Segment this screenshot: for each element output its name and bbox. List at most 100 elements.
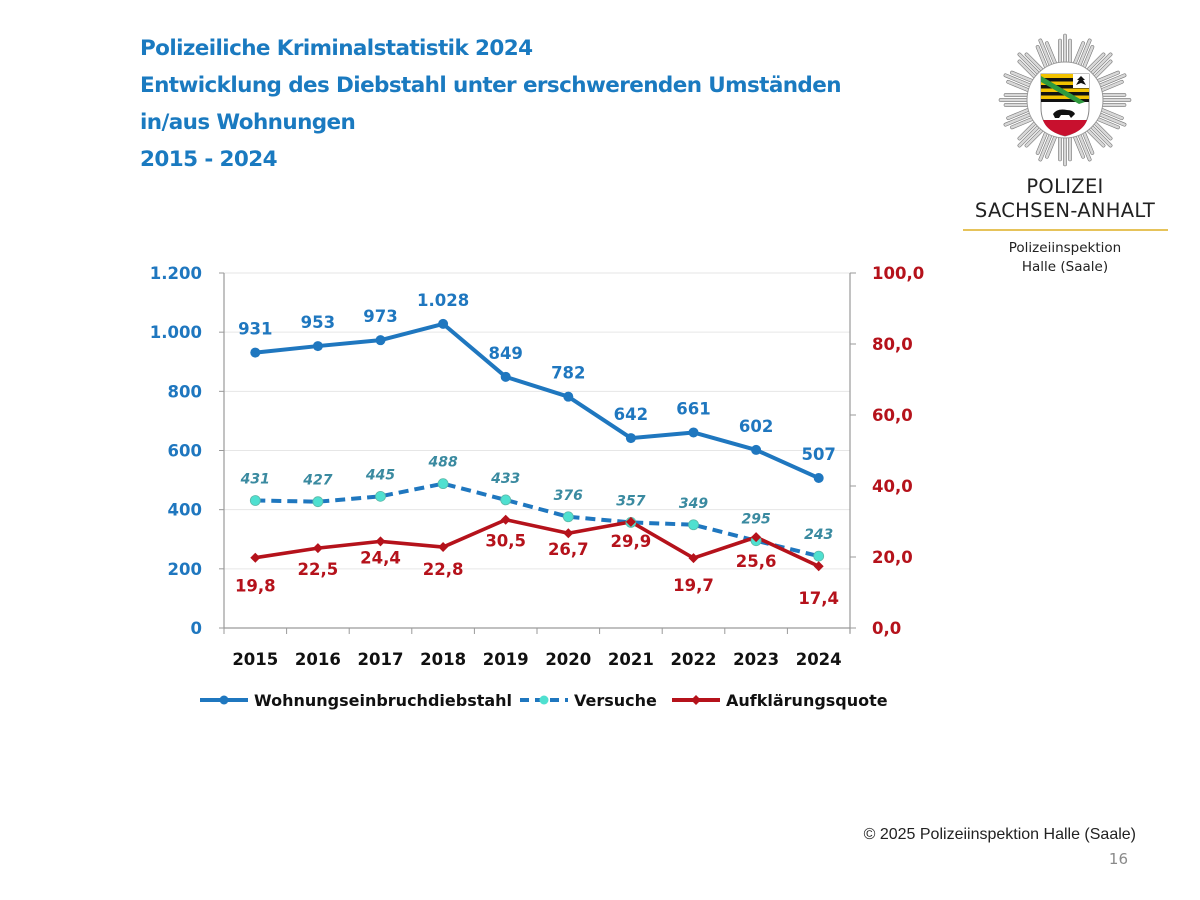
left-axis-tick-label: 1.200 (150, 264, 202, 283)
data-label-aufklaerungsquote: 19,7 (673, 576, 714, 595)
right-axis-tick-label: 100,0 (872, 264, 924, 283)
data-label-wohnungseinbruchdiebstahl: 953 (301, 313, 335, 332)
data-label-aufklaerungsquote: 26,7 (548, 540, 589, 559)
data-label-aufklaerungsquote: 29,9 (611, 532, 652, 551)
series-markers (249, 318, 825, 572)
data-label-versuche: 295 (741, 512, 770, 528)
marker-versuche (500, 494, 512, 506)
marker-wohnungseinbruchdiebstahl (688, 427, 699, 438)
marker-aufklaerungsquote (250, 552, 261, 563)
page-number: 16 (1108, 850, 1128, 868)
series-line-aufklaerungsquote (255, 517, 820, 568)
title-line-1: Polizeiliche Kriminalstatistik 2024 (140, 36, 533, 61)
police-logo: POLIZEI SACHSEN-ANHALT Polizeiinspektion… (960, 30, 1170, 277)
data-label-aufklaerungsquote: 30,5 (485, 532, 526, 551)
data-label-versuche: 445 (365, 467, 395, 483)
logo-sub-2: Halle (Saale) (1021, 259, 1109, 275)
x-axis-tick-label: 2020 (545, 650, 591, 669)
marker-wohnungseinbruchdiebstahl (375, 335, 386, 346)
legend-marker-wohnungseinbruchdiebstahl (219, 695, 229, 705)
marker-wohnungseinbruchdiebstahl (438, 318, 449, 329)
marker-versuche (437, 478, 449, 490)
data-label-versuche: 431 (240, 471, 270, 487)
data-label-versuche: 357 (616, 493, 645, 509)
data-label-wohnungseinbruchdiebstahl: 602 (739, 417, 773, 436)
left-axis-tick-label: 0 (191, 619, 202, 638)
police-star-icon (998, 33, 1132, 167)
coat-of-arms-icon (1040, 73, 1090, 137)
data-label-wohnungseinbruchdiebstahl: 661 (676, 399, 710, 418)
data-label-aufklaerungsquote: 17,4 (798, 589, 839, 608)
x-axis-tick-label: 2024 (796, 650, 842, 669)
logo-divider (962, 229, 1168, 231)
legend-marker-versuche (539, 695, 549, 705)
series-line-wohnungseinbruchdiebstahl (255, 321, 820, 480)
data-label-wohnungseinbruchdiebstahl: 1.028 (417, 291, 469, 310)
marker-versuche (249, 495, 261, 506)
legend-label-wohnungseinbruchdiebstahl: Wohnungseinbruchdiebstahl (254, 691, 512, 710)
marker-aufklaerungsquote (563, 528, 574, 539)
axes (219, 272, 856, 634)
tick-labels: 0 200 400 600 800 1.000 1.200 0,0 20,0 40,0 60,0 80… (150, 264, 924, 669)
data-label-versuche: 376 (554, 488, 583, 504)
copyright-footer: © 2025 Polizeiinspektion Halle (Saale) (863, 826, 1136, 843)
title-line-4: 2015 - 2024 (140, 147, 278, 172)
series-lines (255, 321, 820, 568)
data-label-wohnungseinbruchdiebstahl: 507 (801, 445, 835, 464)
right-axis-tick-label: 20,0 (872, 548, 913, 567)
data-label-versuche: 427 (302, 473, 332, 489)
marker-wohnungseinbruchdiebstahl (813, 473, 824, 484)
left-axis-tick-label: 800 (168, 382, 202, 401)
x-axis-tick-label: 2018 (420, 650, 466, 669)
data-label-aufklaerungsquote: 22,5 (298, 560, 339, 579)
right-axis-tick-label: 80,0 (872, 335, 913, 354)
x-axis-tick-label: 2015 (232, 650, 278, 669)
left-axis-tick-label: 600 (168, 442, 202, 461)
x-axis-tick-label: 2016 (295, 650, 341, 669)
data-label-wohnungseinbruchdiebstahl: 931 (238, 320, 272, 339)
x-axis-tick-label: 2022 (671, 650, 717, 669)
left-axis-tick-label: 1.000 (150, 323, 202, 342)
marker-wohnungseinbruchdiebstahl (751, 444, 762, 455)
marker-aufklaerungsquote (375, 536, 386, 547)
data-label-wohnungseinbruchdiebstahl: 782 (551, 364, 585, 383)
right-axis-tick-label: 40,0 (872, 477, 913, 496)
data-label-wohnungseinbruchdiebstahl: 849 (488, 344, 522, 363)
marker-aufklaerungsquote (688, 553, 699, 564)
marker-aufklaerungsquote (625, 516, 636, 527)
marker-aufklaerungsquote (813, 561, 824, 572)
right-axis-tick-label: 60,0 (872, 406, 913, 425)
legend-label-versuche: Versuche (574, 691, 657, 710)
marker-versuche (562, 511, 574, 523)
marker-versuche (813, 550, 825, 562)
data-label-aufklaerungsquote: 25,6 (736, 552, 777, 571)
left-axis-tick-label: 200 (168, 560, 202, 579)
gridlines (224, 272, 850, 570)
x-axis-tick-label: 2021 (608, 650, 654, 669)
data-label-aufklaerungsquote: 24,4 (360, 548, 401, 567)
marker-aufklaerungsquote (751, 532, 762, 543)
data-labels: 931 953 973 1.028 849 782 642 661 602 507 431 427 44… (235, 291, 839, 608)
data-label-aufklaerungsquote: 22,8 (423, 560, 464, 579)
legend: Wohnungseinbruchdiebstahl Versuche Aufklär… (200, 691, 888, 710)
slide-title: Polizeiliche Kriminalstatistik 2024 Entw… (140, 30, 842, 178)
title-line-3: in/aus Wohnungen (140, 110, 356, 135)
right-axis-tick-label: 0,0 (872, 619, 901, 638)
marker-wohnungseinbruchdiebstahl (563, 391, 574, 402)
marker-wohnungseinbruchdiebstahl (625, 433, 636, 444)
data-label-wohnungseinbruchdiebstahl: 973 (363, 307, 397, 326)
x-axis-tick-label: 2017 (358, 650, 404, 669)
title-line-2: Entwicklung des Diebstahl unter erschwer… (140, 73, 842, 98)
legend-marker-aufklaerungsquote (691, 695, 701, 705)
data-label-wohnungseinbruchdiebstahl: 642 (614, 405, 648, 424)
data-label-versuche: 243 (804, 527, 833, 543)
marker-wohnungseinbruchdiebstahl (250, 347, 261, 358)
left-axis-tick-label: 400 (168, 501, 202, 520)
legend-label-aufklaerungsquote: Aufklärungsquote (726, 691, 888, 710)
marker-aufklaerungsquote (312, 543, 323, 554)
logo-line-1: POLIZEI (1026, 175, 1104, 198)
data-label-aufklaerungsquote: 19,8 (235, 577, 276, 596)
x-axis-tick-label: 2023 (733, 650, 779, 669)
marker-wohnungseinbruchdiebstahl (500, 371, 511, 382)
